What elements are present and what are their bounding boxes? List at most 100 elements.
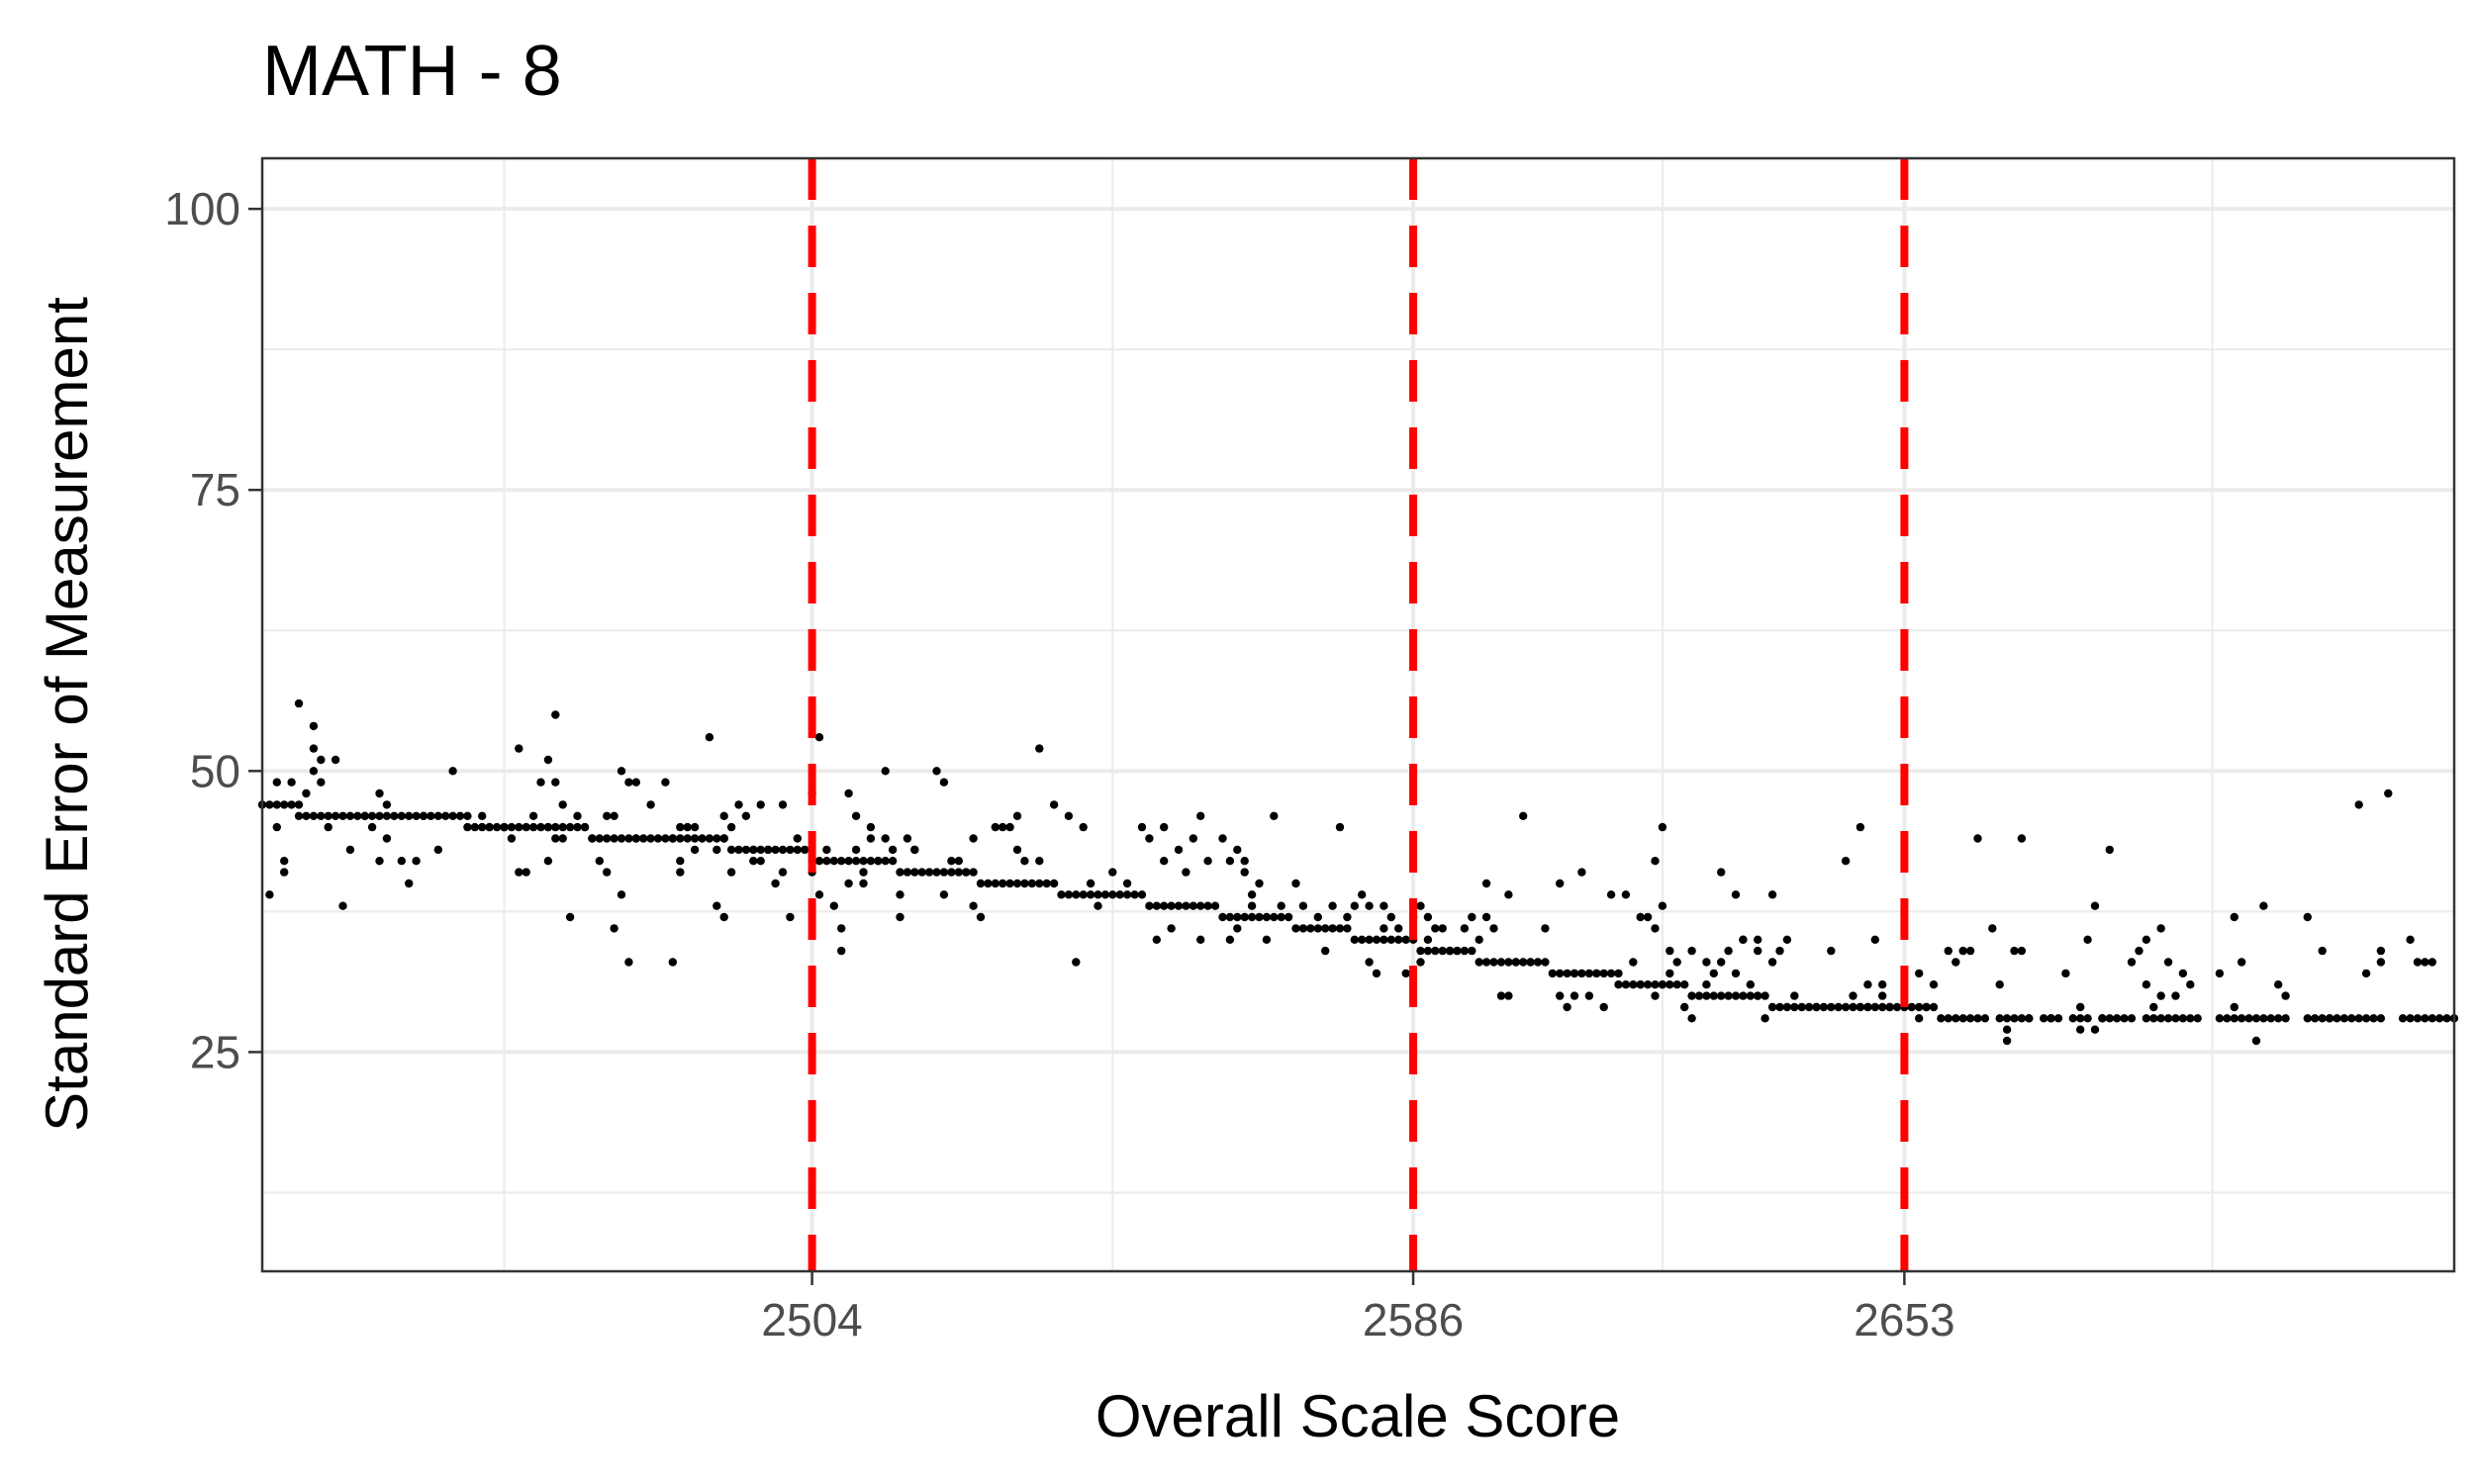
data-point [1012, 845, 1022, 855]
data-point [2318, 1014, 2327, 1023]
data-point [1672, 958, 1681, 967]
data-point [1621, 890, 1631, 899]
data-point [1496, 991, 1506, 1000]
data-point [1481, 912, 1491, 922]
data-point [1563, 1002, 1571, 1012]
data-point [1651, 980, 1660, 989]
data-point [2266, 1014, 2275, 1023]
data-point [2141, 980, 2151, 989]
data-point [1878, 1002, 1887, 1012]
data-point [814, 857, 824, 866]
data-point [367, 811, 377, 820]
data-point [1160, 822, 1169, 832]
data-point [1680, 1002, 1689, 1012]
data-point [1086, 890, 1095, 899]
data-point [1885, 1002, 1894, 1012]
data-point [888, 857, 898, 866]
data-point [1767, 1002, 1777, 1012]
data-point [455, 811, 465, 820]
data-point [837, 857, 846, 866]
data-point [1064, 890, 1074, 899]
data-point [719, 834, 728, 843]
data-point [1995, 980, 2004, 989]
data-point [1247, 901, 1257, 910]
data-point [1541, 924, 1550, 933]
data-point [522, 822, 530, 832]
data-point [1915, 1014, 1924, 1023]
data-point [2076, 1025, 2085, 1034]
data-point [536, 778, 545, 787]
data-point [676, 822, 685, 832]
data-point [837, 924, 846, 933]
data-point [1819, 1002, 1829, 1012]
data-point [1372, 935, 1381, 944]
data-point [822, 845, 831, 855]
data-point [1944, 1014, 1953, 1023]
data-point [1167, 901, 1176, 910]
data-point [1438, 946, 1447, 956]
data-point [2318, 946, 2327, 956]
data-point [2274, 980, 2283, 989]
data-point [814, 890, 824, 899]
data-point [1790, 991, 1799, 1000]
data-point [1145, 834, 1154, 843]
data-point [1965, 1014, 1975, 1023]
data-point [866, 857, 876, 866]
data-point [2017, 834, 2027, 843]
data-point [1196, 811, 1205, 820]
data-point [1878, 991, 1887, 1000]
data-point [397, 811, 406, 820]
data-point [324, 811, 333, 820]
data-point [624, 778, 633, 787]
data-point [294, 698, 304, 708]
data-point [565, 912, 575, 922]
data-point [2325, 1014, 2334, 1023]
data-point [515, 822, 523, 832]
data-point [991, 822, 999, 832]
data-point [1731, 890, 1741, 899]
data-point [1643, 980, 1653, 989]
data-point [713, 901, 721, 910]
data-point [1754, 991, 1762, 1000]
data-point [690, 822, 700, 832]
data-point [1672, 980, 1681, 989]
data-point [1130, 890, 1139, 899]
data-point [690, 845, 700, 855]
data-point [999, 822, 1007, 832]
data-point [1599, 969, 1608, 978]
data-point [433, 811, 442, 820]
data-point [536, 822, 545, 832]
data-point [1423, 935, 1433, 944]
data-point [2127, 1014, 2137, 1023]
y-axis: 25 50 75 100 [164, 183, 262, 1077]
data-point [2406, 1014, 2415, 1023]
data-point [1907, 1002, 1917, 1012]
data-point [382, 811, 392, 820]
data-point [1767, 890, 1777, 899]
data-point [1760, 1014, 1769, 1023]
data-point [1995, 1014, 2004, 1023]
data-point [2002, 1036, 2012, 1046]
data-point [1841, 857, 1851, 866]
data-point [1423, 946, 1433, 956]
data-point [1739, 991, 1748, 1000]
data-point [1944, 946, 1953, 956]
data-point [588, 834, 597, 843]
data-point [2347, 1014, 2356, 1023]
data-point [433, 845, 442, 855]
data-point [507, 822, 517, 832]
data-point [764, 845, 773, 855]
data-point [624, 834, 633, 843]
data-point [1782, 935, 1792, 944]
data-point [668, 834, 677, 843]
data-point [272, 778, 281, 787]
data-point [2427, 958, 2436, 967]
data-point [939, 868, 949, 877]
data-point [419, 811, 428, 820]
data-point [1152, 901, 1162, 910]
data-point [866, 834, 876, 843]
data-point [2230, 1014, 2238, 1023]
data-point [375, 811, 384, 820]
data-point [1892, 1002, 1902, 1012]
